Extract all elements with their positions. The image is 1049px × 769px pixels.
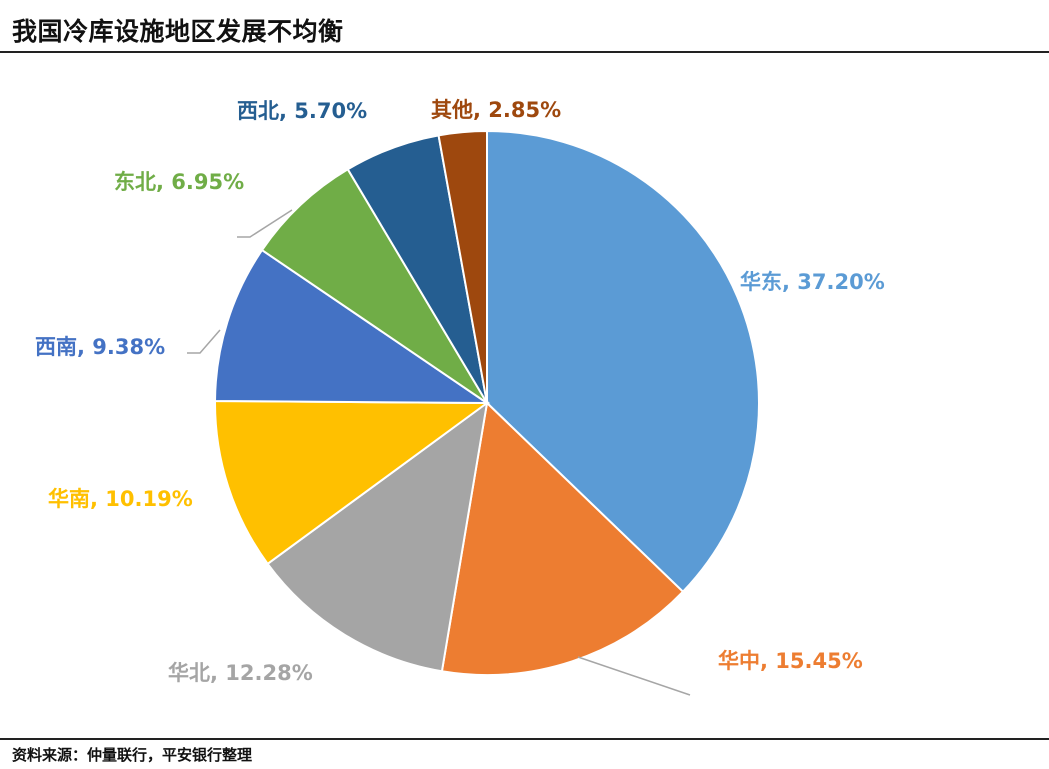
pie-slice-华南 xyxy=(214,399,491,566)
source-note: 资料来源：仲量联行，平安银行整理 xyxy=(12,746,253,764)
pie-slice-东北 xyxy=(260,167,488,404)
data-label-华中: 华中, 15.45% xyxy=(718,649,863,673)
data-label-华东: 华东, 37.20% xyxy=(740,270,885,294)
data-label-华南: 华南, 10.19% xyxy=(48,487,193,511)
top-divider xyxy=(0,51,1049,53)
data-label-西北: 西北, 5.70% xyxy=(237,99,367,123)
page-title: 我国冷库设施地区发展不均衡 xyxy=(12,17,344,46)
pie-slice-西南 xyxy=(214,248,491,405)
bottom-divider xyxy=(0,738,1049,740)
data-label-西南: 西南, 9.38% xyxy=(35,335,165,359)
pie-slice-华中 xyxy=(440,400,685,676)
pie-slice-其他 xyxy=(437,129,488,404)
pie-slice-华北 xyxy=(266,400,489,673)
pie-slice-华东 xyxy=(486,129,760,594)
pie-chart: 华东, 37.20% 华中, 15.45% 华北, 12.28% 华南, 10.19%… xyxy=(35,98,885,696)
leader-line-华中 xyxy=(577,656,691,696)
leader-line-东北 xyxy=(237,209,293,238)
data-label-华北: 华北, 12.28% xyxy=(168,661,313,685)
leader-line-西南 xyxy=(187,329,221,354)
data-label-其他: 其他, 2.85% xyxy=(431,98,561,122)
data-label-东北: 东北, 6.95% xyxy=(114,170,244,194)
